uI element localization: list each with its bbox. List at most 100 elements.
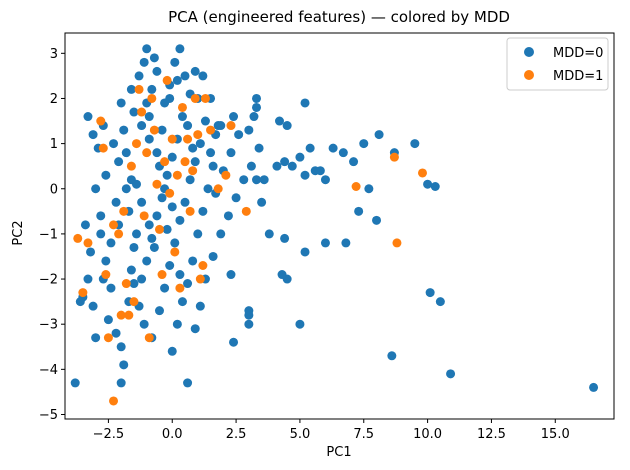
- data-point: [216, 121, 226, 131]
- data-point: [152, 179, 162, 189]
- data-point: [170, 247, 180, 257]
- data-point: [172, 170, 182, 180]
- data-point: [264, 229, 274, 239]
- data-point: [287, 161, 297, 171]
- data-point: [109, 396, 119, 406]
- data-point: [149, 242, 159, 252]
- y-tick-label: −3: [39, 318, 58, 333]
- y-tick-label: −1: [39, 227, 58, 242]
- data-point: [147, 84, 157, 94]
- data-point: [157, 125, 167, 135]
- data-point: [129, 107, 139, 117]
- scatter-points: [70, 44, 599, 406]
- data-point: [111, 328, 121, 338]
- data-point: [188, 166, 198, 176]
- data-point: [175, 270, 185, 280]
- data-point: [203, 184, 213, 194]
- data-point: [223, 211, 233, 221]
- data-point: [277, 270, 287, 280]
- data-point: [137, 197, 147, 207]
- data-point: [359, 139, 369, 149]
- data-point: [170, 238, 180, 248]
- data-point: [103, 315, 113, 325]
- data-point: [226, 270, 236, 280]
- data-point: [131, 229, 141, 239]
- data-point: [162, 75, 172, 85]
- data-point: [119, 360, 129, 370]
- data-point: [73, 233, 83, 243]
- data-point: [300, 247, 310, 257]
- data-point: [229, 337, 239, 347]
- data-point: [252, 102, 262, 112]
- data-point: [101, 270, 111, 280]
- data-point: [96, 229, 106, 239]
- data-point: [410, 139, 420, 149]
- y-tick-label: −4: [39, 363, 58, 378]
- data-point: [188, 143, 198, 153]
- data-point: [126, 161, 136, 171]
- data-point: [249, 112, 259, 122]
- data-point: [167, 152, 177, 162]
- data-point: [106, 283, 116, 293]
- data-point: [446, 369, 456, 379]
- data-point: [103, 333, 113, 343]
- data-point: [124, 310, 134, 320]
- data-point: [131, 179, 141, 189]
- data-point: [305, 143, 315, 153]
- data-point: [139, 319, 149, 329]
- x-tick-label: 2.5: [226, 427, 247, 442]
- data-point: [208, 161, 218, 171]
- data-point: [154, 224, 164, 234]
- data-point: [300, 170, 310, 180]
- data-point: [190, 93, 200, 103]
- data-point: [320, 238, 330, 248]
- data-point: [106, 238, 116, 248]
- data-point: [96, 116, 106, 126]
- data-point: [193, 229, 203, 239]
- data-point: [121, 184, 131, 194]
- data-point: [116, 378, 126, 388]
- data-point: [226, 121, 236, 131]
- data-point: [295, 319, 305, 329]
- data-point: [80, 220, 90, 230]
- data-point: [300, 98, 310, 108]
- data-point: [190, 66, 200, 76]
- data-point: [152, 66, 162, 76]
- y-axis-ticks: −5 −4 −3 −2 −1 0 1 2 3: [39, 47, 65, 423]
- data-point: [272, 161, 282, 171]
- data-point: [83, 112, 93, 122]
- y-tick-label: −5: [39, 408, 58, 423]
- data-point: [129, 279, 139, 289]
- x-axis-label: PC1: [326, 445, 351, 460]
- data-point: [162, 170, 172, 180]
- data-point: [119, 125, 129, 135]
- data-point: [200, 116, 210, 126]
- data-point: [170, 57, 180, 67]
- data-point: [177, 297, 187, 307]
- data-point: [139, 57, 149, 67]
- data-point: [349, 157, 359, 167]
- data-point: [231, 193, 241, 203]
- data-point: [244, 319, 254, 329]
- data-point: [142, 148, 152, 158]
- data-point: [372, 215, 382, 225]
- data-point: [241, 206, 251, 216]
- data-point: [364, 184, 374, 194]
- data-point: [144, 220, 154, 230]
- data-point: [425, 288, 435, 298]
- x-axis-ticks: −2.5 0.0 2.5 5.0 7.5 10.0 12.5 15.0: [93, 419, 570, 442]
- data-point: [131, 139, 141, 149]
- data-point: [195, 139, 205, 149]
- data-point: [208, 251, 218, 261]
- y-tick-label: −2: [39, 273, 58, 288]
- data-point: [180, 157, 190, 167]
- data-point: [109, 220, 119, 230]
- data-point: [149, 53, 159, 63]
- data-point: [188, 256, 198, 266]
- data-point: [183, 279, 193, 289]
- data-point: [167, 134, 177, 144]
- data-point: [167, 202, 177, 212]
- data-point: [244, 125, 254, 135]
- x-tick-label: 10.0: [413, 427, 442, 442]
